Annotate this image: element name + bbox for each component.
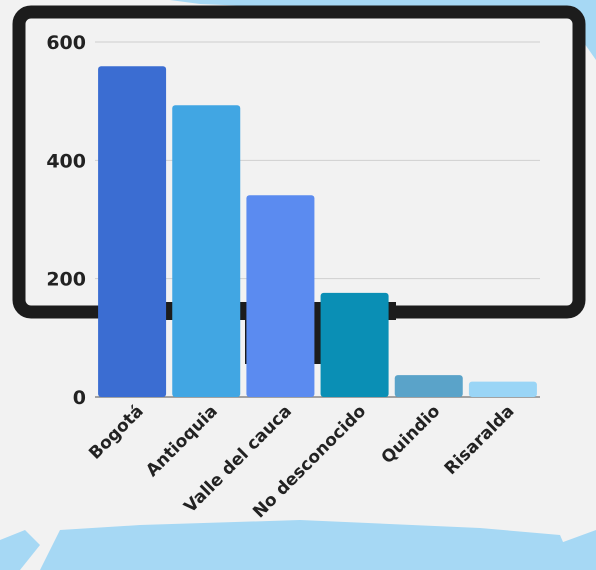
bar-bogotá [98, 66, 167, 397]
bars [98, 66, 537, 397]
x-category-label: Quindio [378, 401, 445, 468]
bar-quindio [394, 375, 463, 397]
gridlines [95, 41, 540, 398]
y-tick-label: 400 [46, 150, 86, 172]
bar-antioquia [172, 105, 241, 397]
x-category-label: Bogotá [85, 401, 147, 463]
y-tick-label: 200 [46, 269, 86, 291]
bottom-brush-stroke [40, 520, 575, 570]
y-tick-label: 0 [73, 387, 86, 409]
y-axis-ticks: 0 200 400 600 [46, 32, 86, 409]
bar-risaralda [468, 381, 537, 397]
x-category-label: Antioquia [142, 401, 222, 481]
bottom-right-brush-stroke [555, 530, 596, 570]
y-tick-label: 600 [46, 32, 86, 54]
bar-valle-del-cauca [246, 195, 315, 397]
bar-no-desconocido [320, 292, 389, 397]
bottom-left-brush-stroke [0, 530, 40, 570]
x-category-label: Risaralda [441, 401, 519, 479]
top-brush-stroke [170, 0, 596, 14]
